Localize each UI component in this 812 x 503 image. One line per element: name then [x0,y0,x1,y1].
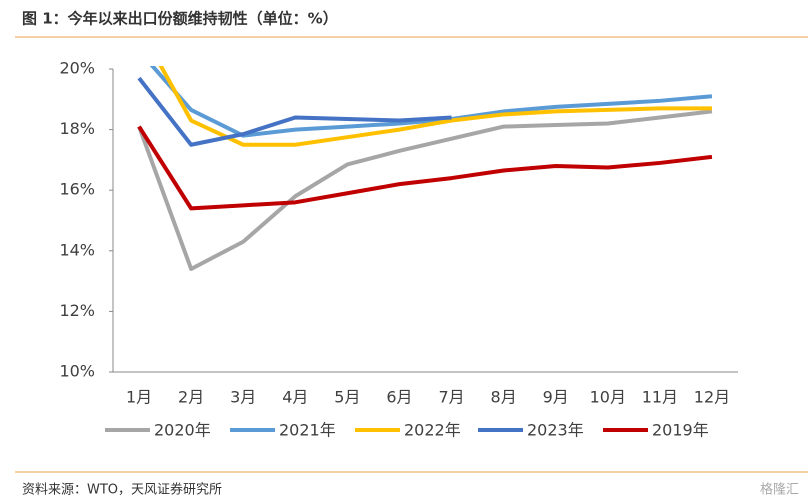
x-tick-label: 7月 [438,388,464,407]
y-tick-label: 18% [59,119,95,138]
series-line [137,109,713,271]
x-tick-label: 10月 [590,388,626,407]
plot-area [137,66,713,271]
legend-label: 2022年 [404,421,461,440]
x-tick-label: 2月 [178,388,204,407]
series-line [137,76,452,147]
y-tick-label: 12% [59,301,95,320]
x-tick-label: 9月 [543,388,569,407]
legend-label: 2023年 [527,421,584,440]
x-tick-label: 6月 [386,388,412,407]
x-tick-label: 3月 [230,388,256,407]
y-tick-label: 10% [59,362,95,381]
legend-label: 2020年 [154,421,211,440]
series-line [149,66,713,138]
y-tick-label: 14% [59,240,95,259]
x-tick-label: 5月 [334,388,360,407]
legend-label: 2021年 [279,421,336,440]
series-line [137,125,713,211]
series-line [158,66,712,147]
x-tick-label: 12月 [694,388,730,407]
source: 资料来源：WTO，天风证券研究所 [22,482,222,498]
chart-title: 图 1：今年以来出口份额维持韧性（单位：%） [22,10,338,28]
x-tick-label: 8月 [491,388,517,407]
x-tick-label: 11月 [642,388,678,407]
watermark: 格隆汇 [760,482,799,498]
x-tick-label: 1月 [126,388,152,407]
y-tick-label: 16% [59,180,95,199]
y-tick-label: 20% [59,59,95,78]
legend-label: 2019年 [652,421,709,440]
x-tick-label: 4月 [282,388,308,407]
